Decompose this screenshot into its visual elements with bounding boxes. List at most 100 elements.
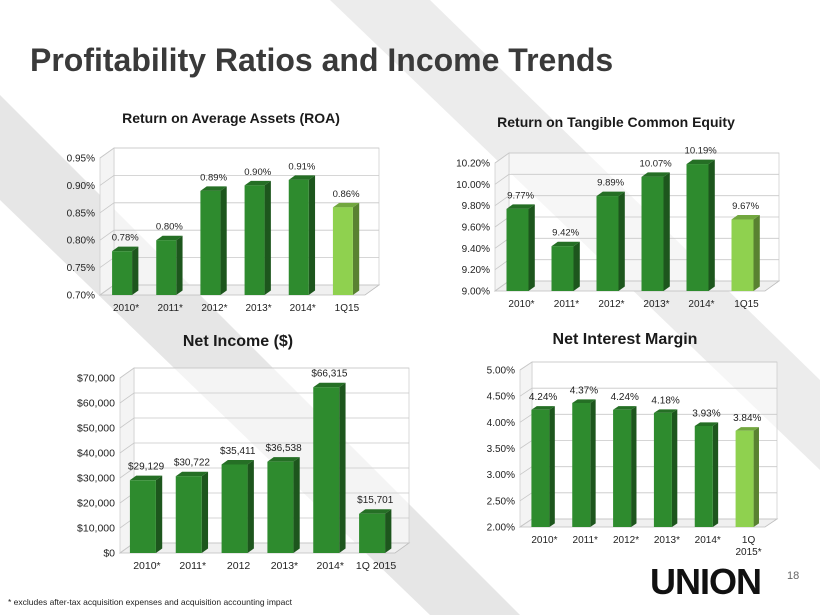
bar-front	[112, 251, 133, 295]
data-label: 9.67%	[732, 201, 759, 212]
slide-title: Profitability Ratios and Income Trends	[30, 42, 614, 78]
bar-side	[352, 202, 360, 295]
bar-top	[156, 235, 183, 241]
bar	[686, 159, 715, 291]
bar	[244, 180, 271, 295]
bar-top	[531, 406, 555, 410]
bar	[596, 191, 625, 291]
y-tick-label: $0	[103, 548, 115, 560]
bar-side	[528, 204, 535, 291]
bar-front	[359, 513, 386, 553]
net-income-chart-title: Net Income ($)	[182, 333, 294, 350]
bar-side	[708, 159, 715, 291]
x-category-label: 2014*	[695, 535, 721, 546]
bar	[112, 246, 139, 295]
y-tick-label: 0.85%	[67, 208, 95, 219]
bar-side	[549, 406, 555, 527]
bar	[653, 409, 678, 527]
y-tick-label: $10,000	[77, 523, 115, 535]
bar-side	[753, 427, 759, 527]
bar	[731, 215, 760, 291]
x-category-label: 2014*	[317, 560, 344, 572]
y-tick-label: $20,000	[77, 498, 115, 510]
y-tick-label: $50,000	[77, 423, 115, 435]
bar-side	[385, 509, 392, 553]
bar-front	[156, 240, 177, 295]
gridline	[519, 361, 777, 371]
x-category-label: 2012*	[613, 535, 639, 546]
bar	[267, 457, 300, 553]
y-tick-label: $40,000	[77, 448, 115, 460]
bar	[572, 399, 596, 527]
y-tick-label: 3.00%	[487, 470, 515, 481]
gridline	[519, 387, 777, 397]
bar	[359, 509, 392, 553]
bar-top	[613, 406, 637, 410]
y-tick-label: $30,000	[77, 473, 115, 485]
bar-top	[653, 409, 678, 413]
bar-top	[506, 204, 535, 209]
x-category-label: 1Q15	[335, 303, 360, 314]
data-label: 0.90%	[244, 167, 271, 178]
bar-top	[551, 241, 580, 247]
y-tick-label: 9.80%	[462, 201, 490, 212]
x-category-label: 2010*	[508, 299, 534, 310]
bar-side	[264, 180, 271, 295]
bar-front	[731, 219, 754, 291]
y-tick-label: 9.20%	[462, 265, 490, 276]
bar-top	[731, 215, 760, 220]
y-tick-label: $60,000	[77, 398, 115, 410]
bar-side	[308, 175, 316, 295]
bar	[221, 459, 254, 553]
bar	[313, 382, 346, 553]
nim-chart-title: Net Interest Margin	[552, 331, 698, 348]
roa-chart-title: Return on Average Assets (ROA)	[122, 110, 340, 126]
bar-front	[288, 179, 309, 295]
bar-top	[596, 191, 625, 197]
bar-side	[293, 457, 300, 553]
bar-front	[506, 208, 529, 291]
y-tick-label: 0.95%	[67, 154, 95, 165]
bar-side	[590, 399, 596, 527]
data-label: $36,538	[265, 443, 302, 454]
bar	[156, 235, 183, 295]
x-category-label: 2012*	[598, 299, 624, 310]
bar-side	[631, 406, 637, 527]
x-category-label: 2013*	[271, 560, 298, 572]
data-label: $66,315	[311, 369, 348, 380]
bar-side	[753, 215, 760, 291]
bar-side	[132, 246, 139, 295]
bar-front	[175, 476, 202, 553]
x-category-label: 2013*	[643, 299, 669, 310]
data-label: 0.80%	[156, 222, 183, 233]
bar-front	[686, 164, 709, 291]
data-label: $30,722	[174, 458, 211, 469]
union-logo: UNION	[650, 562, 762, 602]
x-category-label: 1Q15	[734, 299, 759, 310]
bar	[200, 186, 227, 295]
bar-front	[551, 246, 574, 291]
bar-top	[313, 382, 346, 388]
x-category-label: 2013*	[246, 303, 272, 314]
data-label: 4.24%	[611, 392, 639, 403]
gridline	[494, 152, 779, 164]
y-tick-label: 0.80%	[67, 236, 95, 247]
data-label: 0.78%	[112, 233, 139, 244]
y-tick-label: 2.50%	[487, 496, 515, 507]
x-category-label: 2012	[227, 560, 251, 572]
bar-side	[671, 409, 678, 527]
bar-top	[359, 509, 392, 514]
bar	[506, 204, 535, 291]
bar	[735, 427, 759, 527]
bar-front	[531, 409, 550, 527]
bar-front	[244, 185, 265, 295]
gridline	[99, 147, 379, 159]
data-label: 10.19%	[685, 146, 718, 157]
bar-front	[129, 480, 156, 553]
bar-front	[200, 190, 221, 295]
bar-top	[221, 459, 254, 465]
data-label: 0.89%	[200, 172, 227, 183]
bar-side	[712, 422, 719, 527]
